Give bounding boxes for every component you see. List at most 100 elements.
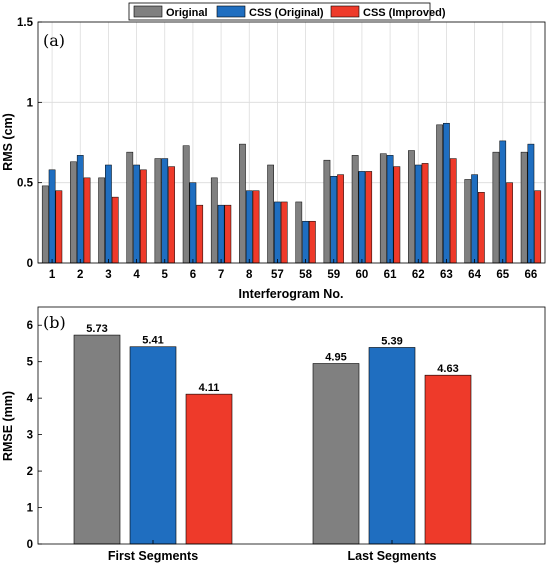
bar [239, 143, 246, 264]
chart-a: 0 0.5 1 1.5 1 2 3 4 5 6 7 8 57 58 59 60 61 62 63 64 65 66 (a)… [1, 17, 546, 301]
legend-label-css-original: CSS (Original) [249, 7, 324, 19]
legend-label-css-improved: CSS (Improved) [363, 7, 446, 19]
x-tick-label: 57 [271, 269, 284, 281]
bar [274, 201, 281, 264]
chart-a-ticks: 0 0.5 1 1.5 1 2 3 4 5 6 7 8 57 58 59 60 61 62 63 64 65 66 [17, 17, 537, 281]
x-tick-label: 7 [218, 269, 224, 281]
x-tick-label: First Segments [108, 549, 198, 563]
x-tick-label: 1 [49, 269, 56, 281]
bar [48, 169, 56, 264]
legend-swatch-css-original [216, 5, 246, 18]
chart-b-ticks: 0 1 2 3 4 5 6 First Segments Last Segments [27, 320, 437, 563]
chart-a-frame [37, 21, 546, 264]
bar [224, 204, 232, 264]
bar [98, 177, 105, 264]
bar [154, 158, 162, 264]
bar [506, 182, 513, 264]
x-tick-label: 64 [468, 269, 481, 281]
data-label: 4.95 [325, 352, 346, 364]
bar [252, 190, 260, 264]
bar [111, 196, 119, 264]
bar [133, 164, 140, 264]
bar [527, 143, 535, 264]
bar [386, 155, 394, 264]
bar [295, 201, 303, 264]
bar [414, 164, 422, 264]
bar [330, 175, 338, 264]
bar [436, 124, 443, 264]
bar [217, 204, 225, 264]
bar [140, 169, 147, 264]
y-tick-label: 6 [27, 320, 33, 332]
bar [323, 159, 331, 264]
x-tick-label: 60 [356, 269, 369, 281]
y-tick-label: 0 [27, 258, 33, 270]
x-tick-label: 6 [190, 269, 196, 281]
bar [189, 182, 197, 264]
bar [393, 166, 401, 264]
bar [168, 166, 175, 264]
bar [129, 346, 177, 545]
bar [408, 150, 415, 264]
x-tick-label: 8 [246, 269, 253, 281]
bar [499, 140, 507, 264]
bar [443, 122, 450, 264]
chart-b-frame [37, 306, 546, 545]
x-tick-label: 3 [105, 269, 111, 281]
legend-label-original: Original [166, 7, 208, 19]
legend: Original CSS (Original) CSS (Improved) [128, 2, 446, 21]
bar [182, 145, 190, 264]
bar [449, 158, 457, 264]
y-tick-label: 1 [27, 97, 34, 109]
bar [424, 374, 472, 545]
y-tick-label: 0.5 [17, 178, 34, 190]
chart-b-ylabel: RMSE (mm) [1, 391, 15, 461]
legend-swatch-original [133, 5, 163, 18]
y-tick-label: 1 [27, 503, 34, 515]
chart-b-panel-label: (b) [43, 313, 66, 332]
bar [379, 153, 387, 264]
bar [161, 158, 169, 264]
x-tick-label: 4 [133, 269, 140, 281]
bar [351, 155, 359, 264]
bar [55, 190, 63, 264]
y-tick-label: 2 [27, 466, 33, 478]
bar [196, 204, 204, 264]
bar [358, 171, 366, 264]
x-tick-label: 58 [299, 269, 312, 281]
bar [309, 220, 316, 264]
data-label: 4.63 [437, 363, 458, 375]
x-tick-label: 65 [496, 269, 509, 281]
bar [41, 185, 49, 264]
x-tick-label: 62 [412, 269, 425, 281]
bar [185, 393, 233, 545]
bar [312, 363, 360, 545]
legend-swatch-css-improved [330, 5, 360, 18]
y-tick-label: 3 [27, 430, 33, 442]
chart-a-bars [41, 122, 542, 264]
x-tick-label: 59 [327, 269, 340, 281]
bar [280, 201, 288, 264]
y-tick-label: 1.5 [17, 17, 34, 29]
chart-a-xlabel: Interferogram No. [239, 287, 344, 301]
chart-b-bars: 5.73 5.41 4.11 4.95 5.39 4.63 [73, 323, 472, 545]
bar [365, 171, 373, 264]
bar [267, 164, 274, 264]
data-label: 5.39 [381, 335, 402, 347]
data-label: 5.41 [142, 335, 163, 347]
bar [421, 163, 429, 264]
bar [73, 334, 121, 545]
bar [302, 220, 309, 264]
x-tick-label: 66 [525, 269, 538, 281]
chart-b: 5.73 5.41 4.11 4.95 5.39 4.63 0 1 2 3 4 5 6 First Se… [1, 306, 546, 563]
bar [70, 161, 77, 264]
x-tick-label: 61 [384, 269, 397, 281]
bar [478, 192, 485, 264]
bar [245, 190, 253, 264]
bar [471, 174, 478, 264]
x-tick-label: 63 [440, 269, 453, 281]
y-tick-label: 4 [27, 393, 34, 405]
bar [520, 151, 528, 264]
bar [126, 151, 134, 264]
